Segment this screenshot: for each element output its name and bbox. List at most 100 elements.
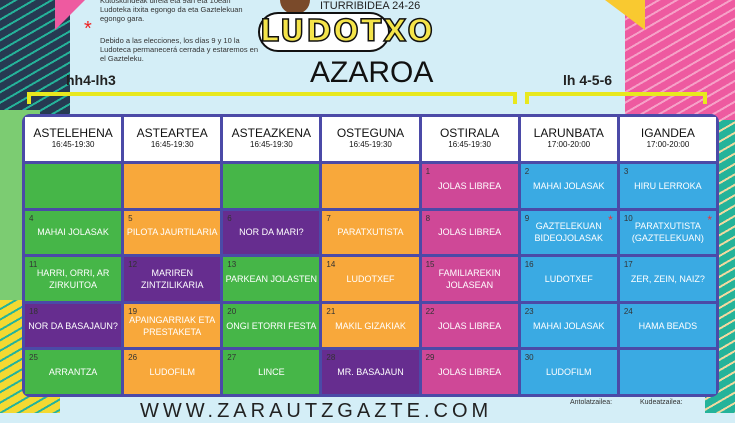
date-number: 2 xyxy=(524,167,530,176)
activity-name: HAMA BEADS xyxy=(638,320,698,331)
activity-name: FAMILIAREKIN JOLASEAN xyxy=(438,267,501,290)
calendar-cell: 13 PARKEAN JOLASTEN xyxy=(223,257,320,301)
day-hours: 17:00-20:00 xyxy=(646,140,690,149)
calendar-cell: 25 ARRANTZA xyxy=(25,350,122,394)
calendar-cell: 7 PARATXUTISTA xyxy=(322,210,419,255)
activity-name: JOLAS LIBREA xyxy=(438,320,502,331)
day-name: IGANDEA xyxy=(640,126,695,140)
activity-name: MAHAI JOLASAK xyxy=(37,227,109,238)
date-number: 20 xyxy=(227,306,237,316)
date-number: 1 xyxy=(425,167,431,176)
day-hours: 16:45-19:30 xyxy=(448,140,491,149)
day-hours: 16:45-19:30 xyxy=(349,140,392,149)
activity-name: JOLAS LIBREA xyxy=(438,180,502,191)
date-number: 28 xyxy=(326,353,336,363)
date-number: 27 xyxy=(227,353,237,363)
date-number: 8 xyxy=(425,213,431,223)
day-header: LARUNBATA 17:00-20:00 xyxy=(520,117,617,161)
activity-name: ZER, ZEIN, NAIZ? xyxy=(630,273,705,284)
date-number: 16 xyxy=(524,260,534,270)
calendar-cell: 29 JOLAS LIBREA xyxy=(421,350,518,394)
group-label-2: lh 4-5-6 xyxy=(563,72,613,88)
day-header: ASTEAZKENA 16:45-19:30 xyxy=(223,117,320,161)
activity-name: HARRI, ORRI, AR ZIRKUITOA xyxy=(36,267,110,290)
calendar-cell: 27 LINCE xyxy=(223,350,320,394)
activity-name: LINCE xyxy=(258,367,285,378)
activity-name: APAINGARRIAK ETA PRESTAKETA xyxy=(129,314,216,337)
organizer-label: Antolatzailea: xyxy=(570,399,613,406)
calendar-cell: 5 PILOTA JAURTILARIA xyxy=(124,210,221,255)
date-number: 9 xyxy=(524,213,530,223)
day-header: ASTELEHENA 16:45-19:30 xyxy=(25,117,122,161)
day-name: OSTEGUNA xyxy=(336,126,405,140)
calendar-cell: 20 ONGI ETORRI FESTA xyxy=(223,303,320,348)
calendar-cell: 16 LUDOTXEF xyxy=(520,257,617,301)
date-number: 29 xyxy=(425,353,435,363)
calendar-cell: 30 LUDOFILM xyxy=(520,350,617,394)
day-hours: 16:45-19:30 xyxy=(150,140,194,149)
calendar-cell xyxy=(322,164,419,208)
group-label-1: hh4-lh3 xyxy=(66,72,116,88)
activity-name: JOLAS LIBREA xyxy=(438,367,502,378)
date-number: 25 xyxy=(29,353,38,363)
day-header: IGANDEA 17:00-20:00 xyxy=(619,117,716,161)
calendar-cell xyxy=(124,164,221,208)
date-number: 11 xyxy=(29,260,38,270)
calendar-cell: 17 ZER, ZEIN, NAIZ? xyxy=(619,257,716,301)
calendar-cell: 21 MAKIL GIZAKIAK xyxy=(322,303,419,348)
activity-name: LUDOFILM xyxy=(149,367,195,378)
note-spanish: Debido a las elecciones, los días 9 y 10… xyxy=(100,36,259,63)
date-number: 7 xyxy=(326,213,331,223)
activity-name: PILOTA JAURTILARIA xyxy=(126,227,218,238)
day-name: OSTIRALA xyxy=(439,126,500,140)
activity-name: HIRU LERROKA xyxy=(634,180,702,191)
calendar-cell: 23 MAHAI JOLASAK xyxy=(520,303,617,348)
date-number: 17 xyxy=(623,260,633,270)
activity-name: MAKIL GIZAKIAK xyxy=(335,320,406,331)
website-url: WWW.ZARAUTZGAZTE.COM xyxy=(140,400,493,422)
day-name: ASTELEHENA xyxy=(33,126,113,140)
date-number: 3 xyxy=(623,167,629,176)
calendar-cell: 12 MARIREN ZINTZILIKARIA xyxy=(124,257,221,301)
calendar-cell: 3 HIRU LERROKA xyxy=(619,164,716,208)
date-number: 15 xyxy=(425,260,435,270)
activity-name: PARKEAN JOLASTEN xyxy=(225,273,318,284)
calendar-cell: 8 JOLAS LIBREA xyxy=(421,210,518,255)
manager-label: Kudeatzailea: xyxy=(640,399,683,406)
calendar-cell: 18 NOR DA BASAJAUN? xyxy=(25,303,122,348)
calendar-cell: 26 LUDOFILM xyxy=(124,350,221,394)
activity-name: NOR DA BASAJAUN? xyxy=(28,320,118,331)
activity-name: MARIREN ZINTZILIKARIA xyxy=(140,267,204,290)
calendar-cell: 15 FAMILIAREKIN JOLASEAN xyxy=(421,257,518,301)
calendar-cell: 11 HARRI, ORRI, AR ZIRKUITOA xyxy=(25,257,122,301)
calendar-cell: 10 PARATXUTISTA (GAZTELEKUAN) * xyxy=(619,210,716,255)
mascot-image xyxy=(280,0,310,14)
day-name: ASTEARTEA xyxy=(136,126,208,140)
calendar-cell: 24 HAMA BEADS xyxy=(619,303,716,348)
day-name: ASTEAZKENA xyxy=(231,126,312,140)
activity-name: ONGI ETORRI FESTA xyxy=(226,320,317,331)
date-number: 21 xyxy=(326,306,336,316)
logo: LUDOTXO xyxy=(258,12,434,52)
calendar-cell: 22 JOLAS LIBREA xyxy=(421,303,518,348)
activity-name: ARRANTZA xyxy=(48,367,98,378)
day-hours: 17:00-20:00 xyxy=(547,140,591,149)
day-hours: 16:45-19:30 xyxy=(51,140,95,149)
calendar-cell: 2 MAHAI JOLASAK xyxy=(520,164,617,208)
date-number: 6 xyxy=(227,213,232,223)
decor-triangle xyxy=(55,0,85,30)
address: ITURRIBIDEA 24-26 xyxy=(320,0,421,12)
date-number: 23 xyxy=(524,306,534,316)
calendar-grid: ASTELEHENA 16:45-19:30 ASTEARTEA 16:45-19:3… xyxy=(22,114,719,397)
day-header: ASTEARTEA 16:45-19:30 xyxy=(124,117,221,161)
date-number: 30 xyxy=(524,353,534,363)
calendar-cell: 4 MAHAI JOLASAK xyxy=(25,210,122,255)
date-number: 10 xyxy=(623,213,633,223)
month-title: AZAROA xyxy=(310,56,434,89)
asterisk-icon: * xyxy=(608,212,613,227)
activity-name: NOR DA MARI? xyxy=(239,227,304,238)
date-number: 19 xyxy=(128,306,138,316)
activity-name: GAZTELEKUAN BIDEOJOLASAK xyxy=(534,221,604,244)
calendar-cell xyxy=(223,164,320,208)
date-number: 22 xyxy=(425,306,435,316)
